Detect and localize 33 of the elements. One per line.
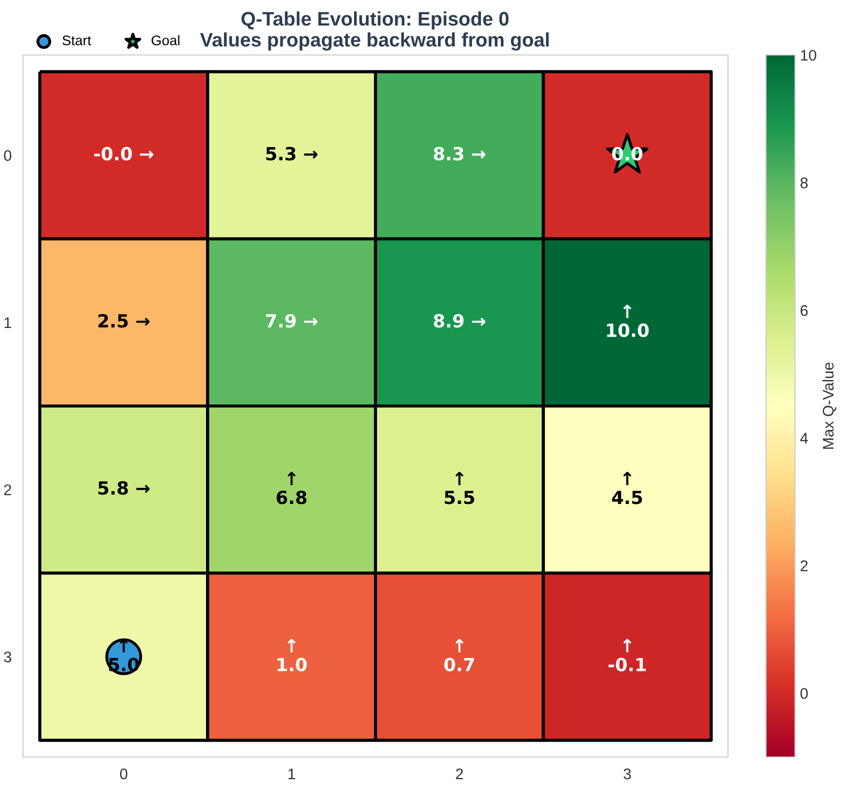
chart-title: Q-Table Evolution: Episode 0 xyxy=(241,11,509,30)
data-label: 8.3 → xyxy=(434,146,486,161)
color-bar-label: 10 xyxy=(801,50,816,61)
color-bar-label: 6 xyxy=(800,305,808,316)
x-tick-label: 3 xyxy=(624,768,631,780)
y-tick-label: 3 xyxy=(4,652,12,662)
y-tick-label: 0 xyxy=(4,150,12,161)
color-bar-label: 0 xyxy=(800,688,808,699)
x-tick-label: 0 xyxy=(120,768,128,780)
legend-label: Goal xyxy=(152,35,180,46)
x-tick-label: 2 xyxy=(456,768,463,780)
x-tick-label: 1 xyxy=(288,768,296,780)
data-label: ↑ 0.7 xyxy=(444,639,474,672)
y-tick-label: 2 xyxy=(4,484,12,496)
color-bar-label: 8 xyxy=(800,178,808,188)
data-label: -0.0 → xyxy=(94,146,154,161)
data-label: ↑ 10.0 xyxy=(607,304,649,338)
data-label: 5.8 → xyxy=(98,481,150,495)
color-bar-label: 2 xyxy=(800,560,808,572)
data-label: 2.5 → xyxy=(98,314,150,328)
data-label: ↑ 5.5 xyxy=(444,472,474,504)
data-label: 5.3 → xyxy=(266,146,318,161)
color-bar-title: Max Q-Value xyxy=(822,362,836,449)
data-label: ↑ 1.0 xyxy=(278,639,307,672)
y-tick-label: 1 xyxy=(4,317,12,328)
data-label: 7.9 → xyxy=(266,314,318,328)
data-label: ↑ 4.5 xyxy=(612,472,642,504)
data-label: ↑ 6.8 xyxy=(276,472,306,504)
legend-label: Start xyxy=(62,35,92,46)
color-bar-label: 4 xyxy=(800,432,808,444)
chart-subtitle: Values propagate backward from goal xyxy=(200,32,549,51)
data-label: ↑ -0.1 xyxy=(608,639,646,672)
data-label: 8.9 → xyxy=(434,314,486,328)
